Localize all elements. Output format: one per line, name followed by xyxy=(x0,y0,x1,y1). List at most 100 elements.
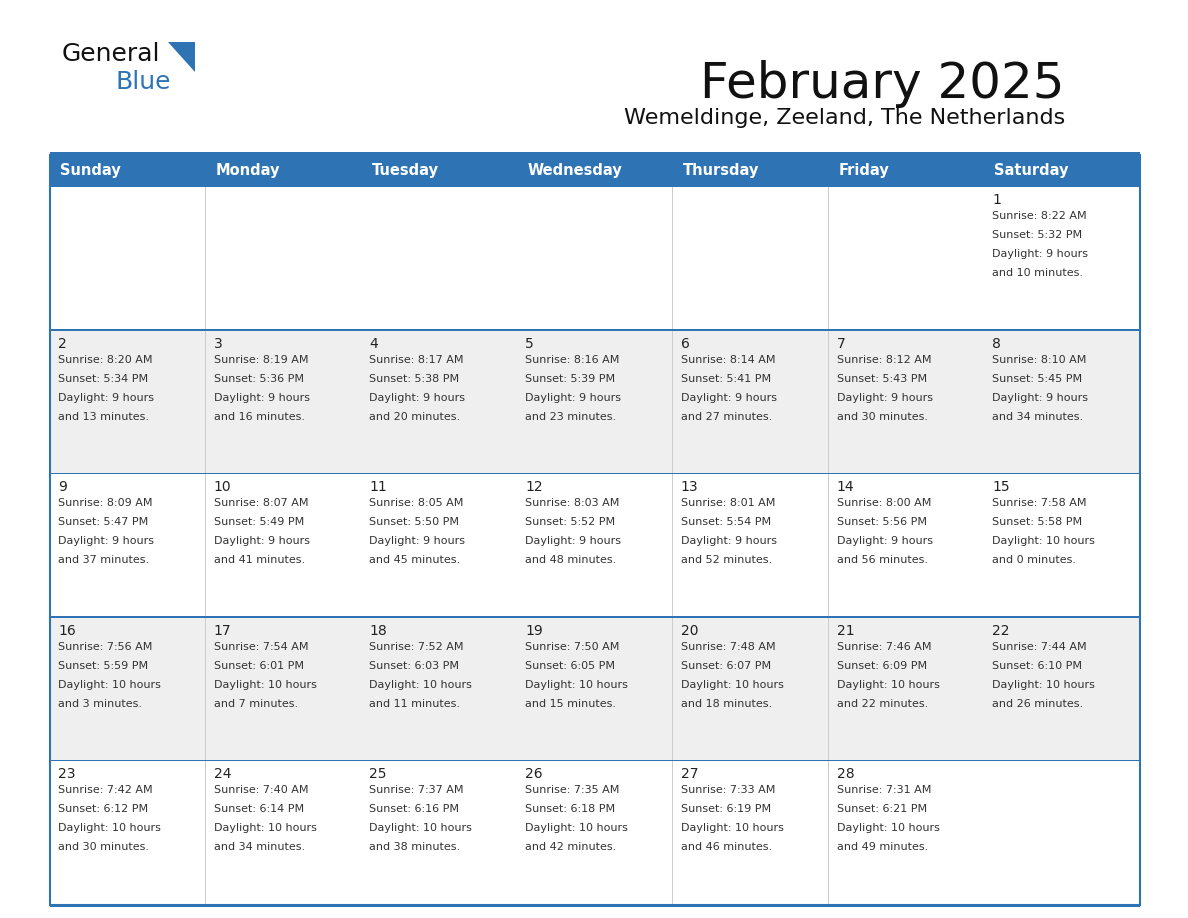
Text: 10: 10 xyxy=(214,480,232,494)
Text: Sunrise: 8:20 AM: Sunrise: 8:20 AM xyxy=(58,354,152,364)
Text: and 56 minutes.: and 56 minutes. xyxy=(836,555,928,565)
Text: 5: 5 xyxy=(525,337,533,351)
Text: Daylight: 10 hours: Daylight: 10 hours xyxy=(214,680,316,689)
Text: Sunrise: 7:40 AM: Sunrise: 7:40 AM xyxy=(214,786,308,795)
Text: 13: 13 xyxy=(681,480,699,494)
Text: Sunset: 6:19 PM: Sunset: 6:19 PM xyxy=(681,804,771,814)
Text: 3: 3 xyxy=(214,337,222,351)
Bar xyxy=(50,761,206,905)
Text: and 27 minutes.: and 27 minutes. xyxy=(681,411,772,421)
Text: Sunset: 6:16 PM: Sunset: 6:16 PM xyxy=(369,804,460,814)
Text: and 0 minutes.: and 0 minutes. xyxy=(992,555,1076,565)
Text: Sunset: 5:36 PM: Sunset: 5:36 PM xyxy=(214,374,304,384)
Text: Sunset: 5:58 PM: Sunset: 5:58 PM xyxy=(992,517,1082,527)
Text: and 52 minutes.: and 52 minutes. xyxy=(681,555,772,565)
Text: Sunrise: 7:56 AM: Sunrise: 7:56 AM xyxy=(58,642,152,652)
Text: Daylight: 10 hours: Daylight: 10 hours xyxy=(836,823,940,834)
Text: Sunset: 6:01 PM: Sunset: 6:01 PM xyxy=(214,661,304,671)
Bar xyxy=(50,905,1140,907)
Bar xyxy=(50,760,1140,761)
Text: and 22 minutes.: and 22 minutes. xyxy=(836,699,928,709)
Bar xyxy=(50,185,1140,187)
Text: and 10 minutes.: and 10 minutes. xyxy=(992,268,1083,278)
Text: 2: 2 xyxy=(58,337,67,351)
Text: Sunset: 5:45 PM: Sunset: 5:45 PM xyxy=(992,374,1082,384)
Polygon shape xyxy=(168,42,195,72)
Text: 23: 23 xyxy=(58,767,76,781)
Text: Daylight: 10 hours: Daylight: 10 hours xyxy=(992,536,1095,546)
Bar xyxy=(50,155,206,187)
Text: Sunrise: 8:09 AM: Sunrise: 8:09 AM xyxy=(58,498,152,509)
Text: 12: 12 xyxy=(525,480,543,494)
Text: Sunset: 5:50 PM: Sunset: 5:50 PM xyxy=(369,517,460,527)
Text: Daylight: 9 hours: Daylight: 9 hours xyxy=(369,393,466,403)
Text: Daylight: 10 hours: Daylight: 10 hours xyxy=(58,823,160,834)
Bar xyxy=(50,475,206,618)
Text: Sunrise: 8:14 AM: Sunrise: 8:14 AM xyxy=(681,354,776,364)
Text: Sunrise: 8:22 AM: Sunrise: 8:22 AM xyxy=(992,211,1087,221)
Text: Sunrise: 8:03 AM: Sunrise: 8:03 AM xyxy=(525,498,619,509)
Text: Daylight: 9 hours: Daylight: 9 hours xyxy=(992,393,1088,403)
Text: Sunset: 6:21 PM: Sunset: 6:21 PM xyxy=(836,804,927,814)
Text: Sunrise: 7:52 AM: Sunrise: 7:52 AM xyxy=(369,642,465,652)
Text: Daylight: 10 hours: Daylight: 10 hours xyxy=(58,680,160,689)
Bar xyxy=(517,618,672,761)
Text: 17: 17 xyxy=(214,624,232,638)
Text: and 30 minutes.: and 30 minutes. xyxy=(836,411,928,421)
Bar xyxy=(985,155,1140,187)
Bar xyxy=(206,618,361,761)
Text: and 48 minutes.: and 48 minutes. xyxy=(525,555,617,565)
Bar xyxy=(361,187,517,330)
Text: and 49 minutes.: and 49 minutes. xyxy=(836,843,928,853)
Text: Daylight: 10 hours: Daylight: 10 hours xyxy=(836,680,940,689)
Bar xyxy=(50,152,1140,155)
Text: 27: 27 xyxy=(681,767,699,781)
Text: and 23 minutes.: and 23 minutes. xyxy=(525,411,617,421)
Text: Sunset: 5:32 PM: Sunset: 5:32 PM xyxy=(992,230,1082,240)
Text: and 41 minutes.: and 41 minutes. xyxy=(214,555,305,565)
Text: Sunrise: 7:54 AM: Sunrise: 7:54 AM xyxy=(214,642,308,652)
Text: 7: 7 xyxy=(836,337,846,351)
Text: Daylight: 9 hours: Daylight: 9 hours xyxy=(681,393,777,403)
Bar xyxy=(50,330,206,475)
Bar xyxy=(50,187,206,330)
Text: Sunset: 5:34 PM: Sunset: 5:34 PM xyxy=(58,374,148,384)
Text: Daylight: 10 hours: Daylight: 10 hours xyxy=(681,680,784,689)
Text: Sunrise: 7:50 AM: Sunrise: 7:50 AM xyxy=(525,642,619,652)
Bar xyxy=(828,475,985,618)
Text: 21: 21 xyxy=(836,624,854,638)
Text: Daylight: 9 hours: Daylight: 9 hours xyxy=(992,249,1088,259)
Text: and 11 minutes.: and 11 minutes. xyxy=(369,699,461,709)
Text: Sunrise: 7:46 AM: Sunrise: 7:46 AM xyxy=(836,642,931,652)
Text: 16: 16 xyxy=(58,624,76,638)
Text: and 15 minutes.: and 15 minutes. xyxy=(525,699,617,709)
Text: Sunset: 6:12 PM: Sunset: 6:12 PM xyxy=(58,804,148,814)
Bar xyxy=(517,155,672,187)
Text: Wednesday: Wednesday xyxy=(527,163,621,178)
Text: Daylight: 9 hours: Daylight: 9 hours xyxy=(681,536,777,546)
Bar xyxy=(206,155,361,187)
Bar xyxy=(985,618,1140,761)
Text: Sunset: 6:09 PM: Sunset: 6:09 PM xyxy=(836,661,927,671)
Text: Daylight: 10 hours: Daylight: 10 hours xyxy=(369,823,473,834)
Text: Daylight: 9 hours: Daylight: 9 hours xyxy=(525,393,621,403)
Text: Sunrise: 7:31 AM: Sunrise: 7:31 AM xyxy=(836,786,931,795)
Bar xyxy=(672,155,828,187)
Text: and 3 minutes.: and 3 minutes. xyxy=(58,699,143,709)
Text: Sunset: 6:07 PM: Sunset: 6:07 PM xyxy=(681,661,771,671)
Text: 24: 24 xyxy=(214,767,232,781)
Text: Daylight: 9 hours: Daylight: 9 hours xyxy=(836,536,933,546)
Bar xyxy=(672,187,828,330)
Text: and 34 minutes.: and 34 minutes. xyxy=(992,411,1083,421)
Bar xyxy=(361,155,517,187)
Text: Sunset: 5:47 PM: Sunset: 5:47 PM xyxy=(58,517,148,527)
Text: 6: 6 xyxy=(681,337,690,351)
Bar xyxy=(50,155,1140,905)
Bar xyxy=(361,618,517,761)
Text: 1: 1 xyxy=(992,193,1001,207)
Text: Sunrise: 8:17 AM: Sunrise: 8:17 AM xyxy=(369,354,465,364)
Text: Sunset: 6:10 PM: Sunset: 6:10 PM xyxy=(992,661,1082,671)
Text: Sunrise: 7:37 AM: Sunrise: 7:37 AM xyxy=(369,786,465,795)
Text: 22: 22 xyxy=(992,624,1010,638)
Bar xyxy=(828,155,985,187)
